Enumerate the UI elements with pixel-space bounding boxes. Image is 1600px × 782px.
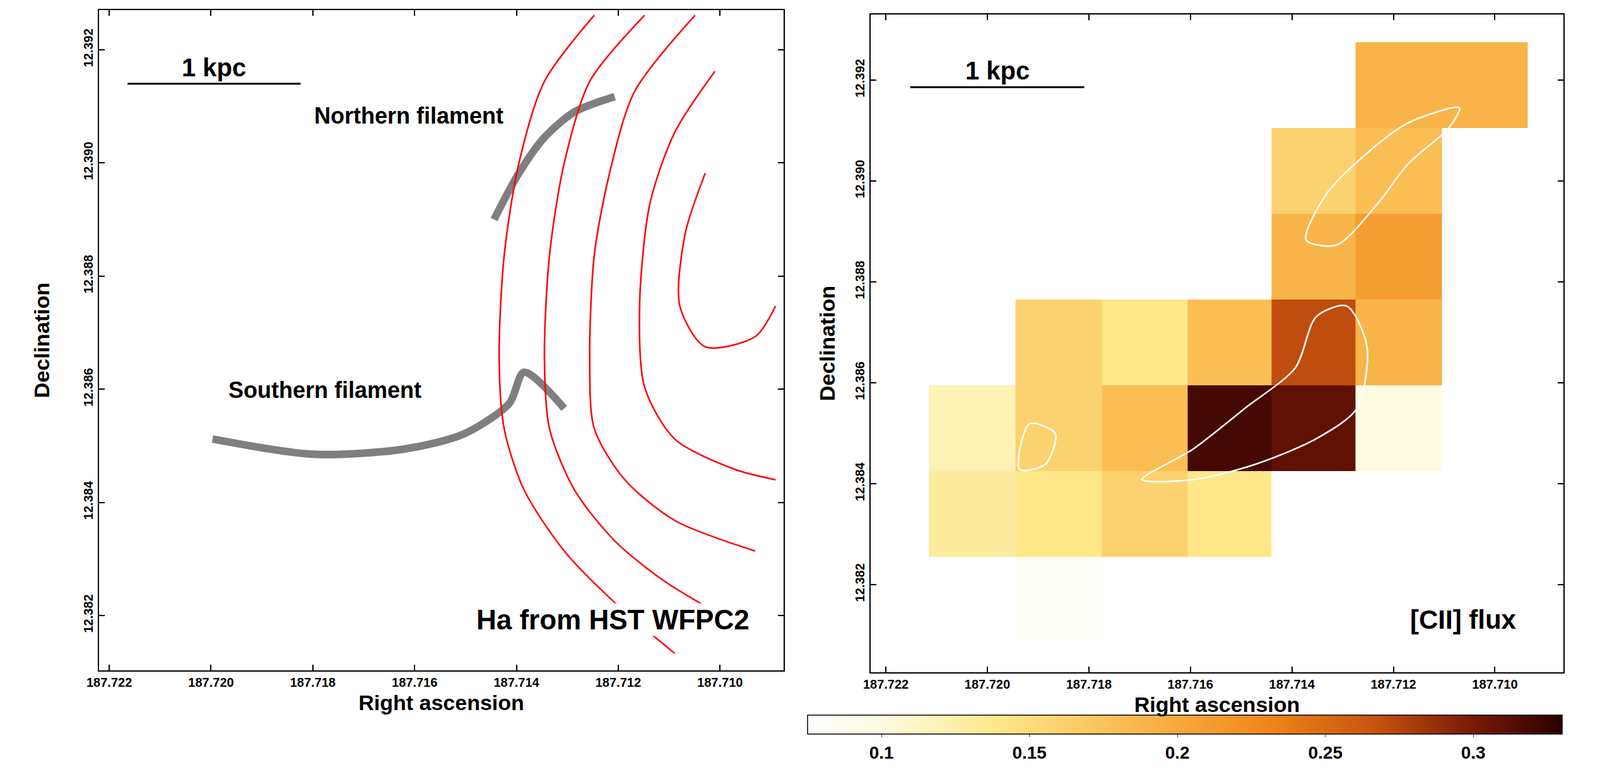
svg-text:12.392: 12.392 — [852, 58, 867, 98]
svg-text:0.15: 0.15 — [1011, 743, 1047, 763]
svg-text:187.710: 187.710 — [697, 675, 743, 690]
svg-text:12.392: 12.392 — [81, 28, 96, 67]
svg-text:187.712: 187.712 — [595, 675, 642, 690]
svg-text:0.2: 0.2 — [1165, 743, 1190, 763]
svg-text:0.1: 0.1 — [869, 743, 895, 763]
svg-text:187.722: 187.722 — [863, 677, 909, 692]
svg-text:12.388: 12.388 — [81, 254, 96, 294]
svg-text:187.720: 187.720 — [188, 675, 234, 690]
svg-text:[CII] flux: [CII] flux — [1410, 605, 1517, 635]
svg-text:12.390: 12.390 — [852, 159, 867, 199]
svg-text:12.390: 12.390 — [81, 141, 96, 181]
svg-text:12.382: 12.382 — [852, 563, 867, 602]
svg-text:12.386: 12.386 — [852, 361, 867, 400]
svg-text:12.382: 12.382 — [81, 594, 96, 633]
svg-text:Declination: Declination — [815, 285, 840, 402]
svg-text:187.716: 187.716 — [1167, 677, 1214, 692]
svg-text:Declination: Declination — [29, 282, 54, 399]
svg-text:Ha from HST WFPC2: Ha from HST WFPC2 — [476, 604, 750, 636]
svg-text:187.722: 187.722 — [86, 675, 132, 690]
svg-text:187.714: 187.714 — [1268, 677, 1315, 692]
svg-text:12.386: 12.386 — [81, 368, 96, 407]
svg-text:1 kpc: 1 kpc — [181, 53, 247, 82]
svg-text:0.25: 0.25 — [1307, 743, 1343, 763]
svg-text:Northern filament: Northern filament — [314, 102, 504, 129]
svg-text:Southern filament: Southern filament — [228, 377, 422, 404]
svg-text:187.716: 187.716 — [391, 675, 438, 690]
svg-text:187.712: 187.712 — [1370, 677, 1416, 692]
svg-text:12.384: 12.384 — [852, 461, 867, 501]
svg-text:Right ascension: Right ascension — [1134, 692, 1301, 717]
svg-text:187.714: 187.714 — [493, 675, 540, 690]
svg-text:12.384: 12.384 — [81, 480, 96, 520]
svg-text:1 kpc: 1 kpc — [965, 56, 1030, 85]
svg-text:187.720: 187.720 — [964, 677, 1011, 692]
svg-text:Right ascension: Right ascension — [358, 690, 525, 715]
svg-text:187.710: 187.710 — [1471, 677, 1518, 692]
svg-text:187.718: 187.718 — [290, 675, 336, 690]
svg-text:12.388: 12.388 — [852, 260, 867, 300]
svg-text:187.718: 187.718 — [1066, 677, 1112, 692]
svg-text:0.3: 0.3 — [1461, 743, 1486, 763]
